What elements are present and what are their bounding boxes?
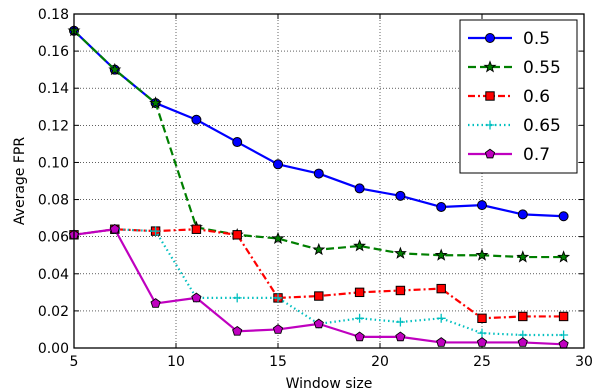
data-point-0.65 <box>477 328 487 338</box>
y-tick-label: 0.06 <box>38 230 69 246</box>
data-point-0.55 <box>312 242 326 256</box>
data-point-0.5 <box>517 209 528 220</box>
data-point-0.6 <box>314 291 324 301</box>
x-tick-label: 10 <box>167 354 185 370</box>
y-tick-label: 0.12 <box>38 118 69 134</box>
y-tick-label: 0.00 <box>38 341 69 357</box>
data-point-0.7 <box>395 331 406 342</box>
legend-label: 0.65 <box>523 116 561 136</box>
data-point-0.7 <box>109 223 120 234</box>
legend: 0.5 0.55 0.6 0.65 0.7 <box>459 19 578 174</box>
legend-label: 0.5 <box>523 29 550 49</box>
legend-item-0.7: 0.7 <box>468 145 550 165</box>
legend-label: 0.6 <box>523 87 550 107</box>
data-point-0.55 <box>475 248 489 261</box>
data-point-0.65 <box>355 313 365 323</box>
data-point-0.5 <box>273 159 283 170</box>
data-point-0.7 <box>558 338 569 349</box>
x-tick-label: 25 <box>473 354 491 370</box>
data-point-0.65 <box>559 330 569 340</box>
y-tick-label: 0.14 <box>38 81 69 97</box>
series-0.6 <box>69 224 569 324</box>
data-point-0.5 <box>313 168 324 179</box>
data-point-0.65 <box>151 226 161 236</box>
legend-marker <box>485 33 495 43</box>
data-point-0.7 <box>150 298 161 308</box>
data-point-0.6 <box>191 224 202 234</box>
legend-box <box>459 19 578 174</box>
legend-item-0.65: 0.65 <box>468 116 561 136</box>
data-point-0.5 <box>436 201 447 212</box>
data-point-0.55 <box>434 248 448 261</box>
data-point-0.65 <box>395 317 405 327</box>
data-point-0.6 <box>558 311 569 322</box>
y-tick-label: 0.02 <box>38 304 69 320</box>
legend-item-0.5: 0.5 <box>468 29 550 49</box>
data-point-0.7 <box>354 331 365 342</box>
data-point-0.55 <box>149 96 163 109</box>
data-point-0.55 <box>108 62 122 76</box>
data-point-0.55 <box>353 239 367 252</box>
data-point-0.65 <box>232 293 242 303</box>
y-tick-label: 0.16 <box>38 44 69 60</box>
x-tick-label: 5 <box>70 354 79 370</box>
legend-marker <box>485 120 495 130</box>
data-point-0.5 <box>354 183 365 194</box>
data-point-0.6 <box>395 285 406 296</box>
y-tick-label: 0.18 <box>38 7 69 23</box>
data-point-0.5 <box>191 114 202 125</box>
data-point-0.7 <box>476 337 488 347</box>
x-axis-label: Window size <box>286 376 373 392</box>
data-point-0.55 <box>516 250 530 263</box>
data-point-0.5 <box>232 137 243 148</box>
series-group <box>67 23 571 349</box>
series-0.7 <box>68 223 569 349</box>
y-tick-label: 0.08 <box>38 193 69 209</box>
legend-marker <box>483 60 497 73</box>
y-tick-label: 0.10 <box>38 155 69 171</box>
data-point-0.5 <box>395 190 406 201</box>
data-point-0.7 <box>313 318 324 329</box>
y-tick-label: 0.04 <box>38 267 69 283</box>
data-point-0.6 <box>232 230 242 240</box>
data-point-0.6 <box>518 311 528 322</box>
x-tick-label: 15 <box>269 354 287 370</box>
data-point-0.55 <box>393 246 407 259</box>
data-point-0.55 <box>557 250 571 263</box>
data-point-0.7 <box>191 292 202 303</box>
data-point-0.7 <box>232 325 243 336</box>
y-axis-label: Average FPR <box>12 137 28 225</box>
plot-frame <box>73 13 585 349</box>
data-point-0.7 <box>436 337 447 347</box>
legend-label: 0.55 <box>523 58 561 78</box>
data-point-0.55 <box>271 231 285 245</box>
data-point-0.6 <box>477 313 487 324</box>
data-point-0.7 <box>517 337 528 347</box>
data-point-0.5 <box>477 200 487 211</box>
legend-item-0.6: 0.6 <box>468 87 550 107</box>
legend-label: 0.7 <box>523 145 550 165</box>
grid-lines <box>74 14 584 348</box>
data-point-0.6 <box>436 283 446 294</box>
x-tick-label: 30 <box>575 354 593 370</box>
data-point-0.6 <box>354 287 365 298</box>
legend-marker <box>485 91 495 101</box>
legend-marker <box>484 148 496 159</box>
data-point-0.65 <box>436 313 446 323</box>
data-point-0.7 <box>272 324 284 334</box>
legend-item-0.55: 0.55 <box>468 58 561 78</box>
tick-labels: 5 10 15 20 25 30 0.00 0.02 0.04 0.06 0.08 0.10 0.12 0… <box>38 7 593 370</box>
data-point-0.5 <box>558 211 569 222</box>
series-line-0.6 <box>73 228 564 320</box>
x-tick-label: 20 <box>371 354 389 370</box>
data-point-0.65 <box>273 293 283 303</box>
